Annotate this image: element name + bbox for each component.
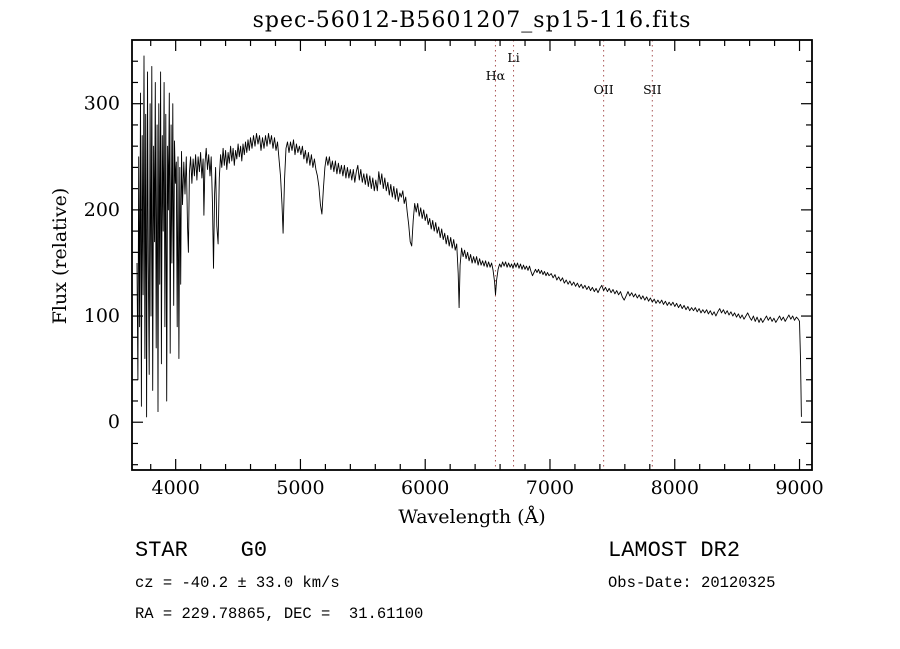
- plot-frame-and-ticks: 4000 5000 6000 7000 8000 9000 0 100 200 300: [84, 39, 824, 499]
- plot-title: spec-56012-B5601207_sp15-116.fits: [252, 8, 692, 33]
- y-tick-label: 200: [84, 199, 120, 221]
- marker-label: SII: [643, 82, 662, 97]
- marker-label: Li: [507, 50, 519, 65]
- y-tick-label: 300: [84, 93, 120, 115]
- y-tick-label: 100: [84, 305, 120, 327]
- x-tick-label: 6000: [401, 477, 449, 499]
- cz-velocity-label: cz = -40.2 ± 33.0 km/s: [135, 574, 340, 592]
- plot-frame: [131, 39, 813, 471]
- y-tick-label: 0: [108, 411, 120, 433]
- object-class-label: STAR G0: [135, 538, 268, 563]
- survey-release-label: LAMOST DR2: [608, 538, 741, 563]
- x-tick-label: 5000: [276, 477, 324, 499]
- marker-label: Hα: [486, 68, 506, 83]
- x-axis-label: Wavelength (Å): [398, 506, 546, 528]
- obs-date-label: Obs-Date: 20120325: [608, 574, 776, 592]
- x-tick-label: 7000: [526, 477, 574, 499]
- spectrum-trace: [136, 55, 802, 418]
- marker-label: OII: [594, 82, 614, 97]
- x-tick-label: 4000: [151, 477, 199, 499]
- x-tick-label: 8000: [651, 477, 699, 499]
- x-tick-label: 9000: [775, 477, 823, 499]
- ra-dec-label: RA = 229.78865, DEC = 31.61100: [135, 605, 424, 623]
